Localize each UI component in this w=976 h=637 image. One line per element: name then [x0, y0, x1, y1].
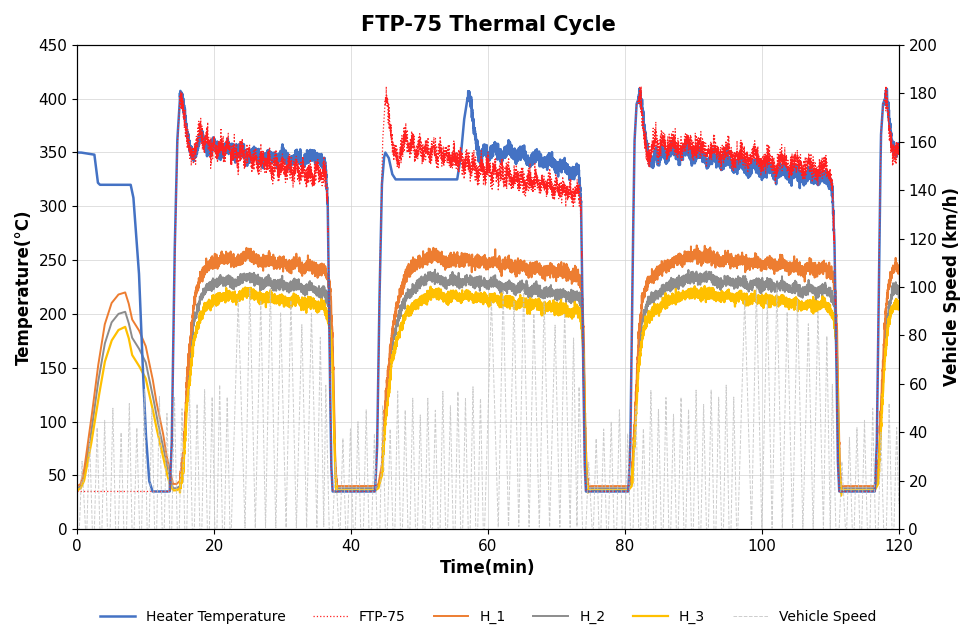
H_1 — [893, 264, 905, 271]
FTP-75 — [848, 488, 860, 496]
Y-axis label: Temperature(°C): Temperature(°C) — [15, 210, 33, 365]
H_2 — [582, 489, 593, 496]
FTP-75 — [460, 161, 471, 169]
H_1 — [835, 484, 847, 492]
Vehicle Speed — [695, 526, 707, 533]
Y-axis label: Vehicle Speed (km/h): Vehicle Speed (km/h) — [943, 187, 961, 387]
H_1 — [695, 252, 707, 260]
Vehicle Speed — [893, 500, 905, 508]
H_3 — [699, 282, 711, 290]
FTP-75 — [880, 82, 892, 90]
Heater Temperature — [695, 148, 707, 155]
Heater Temperature — [350, 488, 362, 496]
FTP-75 — [350, 488, 362, 496]
Vehicle Speed — [671, 526, 683, 533]
X-axis label: Time(min): Time(min) — [440, 559, 536, 577]
Line: H_3: H_3 — [77, 286, 899, 496]
H_3 — [859, 487, 871, 494]
FTP-75 — [858, 488, 870, 496]
Heater Temperature — [461, 103, 472, 111]
Line: H_1: H_1 — [77, 245, 899, 488]
FTP-75 — [893, 138, 905, 145]
Heater Temperature — [71, 148, 83, 156]
Vehicle Speed — [848, 526, 860, 533]
Vehicle Speed — [859, 426, 871, 433]
Line: Vehicle Speed: Vehicle Speed — [77, 288, 899, 529]
H_2 — [893, 294, 905, 301]
H_1 — [848, 482, 860, 490]
Vehicle Speed — [771, 284, 783, 292]
Vehicle Speed — [350, 478, 362, 486]
H_3 — [835, 492, 847, 499]
H_1 — [671, 261, 683, 269]
Heater Temperature — [633, 85, 645, 92]
Heater Temperature — [859, 488, 871, 496]
FTP-75 — [671, 155, 683, 162]
H_2 — [429, 266, 441, 273]
H_3 — [671, 289, 683, 297]
H_3 — [695, 296, 707, 303]
Legend: Heater Temperature, FTP-75, H_1, H_2, H_3, Vehicle Speed: Heater Temperature, FTP-75, H_1, H_2, H_… — [95, 605, 881, 630]
H_2 — [461, 282, 472, 289]
FTP-75 — [695, 127, 707, 135]
H_3 — [350, 487, 362, 494]
Line: Heater Temperature: Heater Temperature — [77, 89, 899, 492]
H_2 — [859, 484, 871, 492]
H_3 — [893, 301, 905, 308]
H_1 — [350, 482, 362, 490]
H_1 — [691, 241, 703, 249]
H_2 — [672, 283, 684, 291]
Line: FTP-75: FTP-75 — [77, 86, 899, 492]
H_1 — [460, 259, 471, 266]
Heater Temperature — [672, 154, 684, 162]
H_1 — [859, 482, 871, 490]
Heater Temperature — [146, 488, 158, 496]
H_2 — [695, 274, 707, 282]
Heater Temperature — [848, 488, 860, 496]
H_2 — [350, 484, 362, 492]
H_3 — [71, 487, 83, 494]
Title: FTP-75 Thermal Cycle: FTP-75 Thermal Cycle — [360, 15, 616, 35]
Line: H_2: H_2 — [77, 269, 899, 492]
Vehicle Speed — [71, 526, 83, 533]
H_2 — [71, 484, 83, 492]
H_2 — [848, 484, 860, 492]
H_3 — [460, 287, 471, 294]
Heater Temperature — [893, 142, 905, 150]
H_3 — [848, 487, 860, 494]
FTP-75 — [71, 488, 83, 496]
Vehicle Speed — [460, 422, 471, 430]
H_1 — [71, 482, 83, 490]
